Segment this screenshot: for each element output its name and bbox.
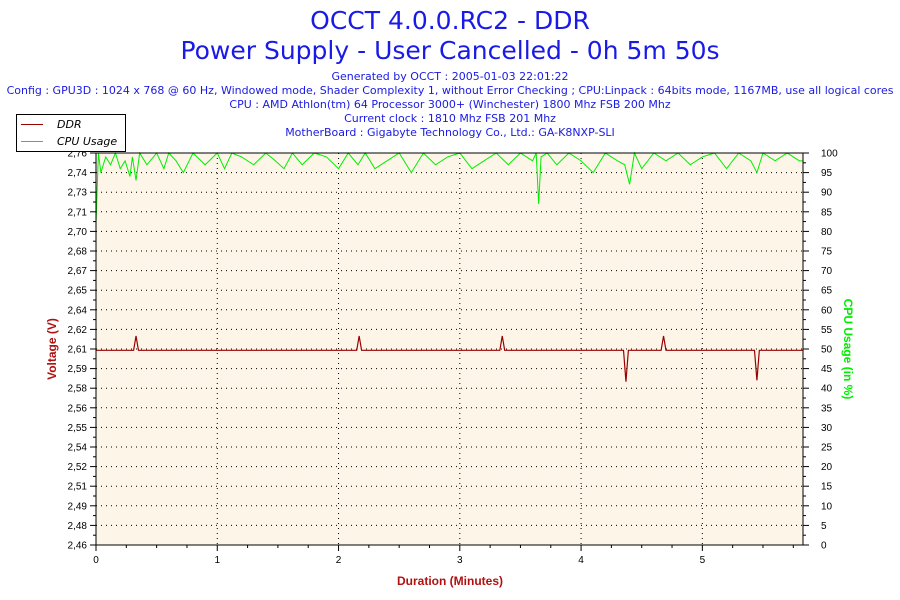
y2-tick-label: 5 [821,521,827,532]
x-tick-label: 5 [700,555,706,566]
y2-tick-label: 85 [821,207,833,218]
x-tick-label: 0 [93,555,99,566]
y-tick-label: 2,55 [68,423,88,434]
legend-swatch-cpu [21,140,43,142]
y-tick-label: 2,59 [68,364,88,375]
series-ddr-line [96,335,803,382]
info-generated: Generated by OCCT : 2005-01-03 22:01:22 [331,70,569,83]
y-tick-label: 2,52 [68,462,88,473]
y2-tick-label: 40 [821,384,833,395]
y2-tick-label: 55 [821,325,833,336]
legend-label-ddr: DDR [57,117,82,131]
y-tick-label: 2,56 [68,403,88,414]
x-tick-label: 3 [457,555,463,566]
plot-area [96,153,803,545]
series-cpu-usage-line [95,151,803,224]
y-tick-label: 2,76 [68,149,88,160]
x-tick-label: 1 [214,555,220,566]
y-tick-label: 2,54 [68,443,88,454]
y2-tick-label: 100 [821,149,838,160]
y-tick-label: 2,74 [68,168,88,179]
y-tick-label: 2,46 [68,541,88,552]
legend: DDR CPU Usage [16,114,126,152]
info-config: Config : GPU3D : 1024 x 768 @ 60 Hz, Win… [6,84,894,97]
y2-axis-label: CPU Usage (in %) [841,299,855,400]
y2-tick-label: 20 [821,462,833,473]
x-tick-label: 2 [336,555,342,566]
y2-tick-label: 90 [821,188,833,199]
y2-tick-label: 80 [821,227,833,238]
y2-tick-label: 15 [821,482,833,493]
y-tick-label: 2,58 [68,384,88,395]
info-clock: Current clock : 1810 Mhz FSB 201 Mhz [344,112,556,125]
legend-item-ddr: DDR [21,117,82,131]
y-tick-label: 2,73 [68,188,88,199]
y-tick-label: 2,49 [68,501,88,512]
y-tick-label: 2,48 [68,521,88,532]
info-cpu: CPU : AMD Athlon(tm) 64 Processor 3000+ … [229,98,671,111]
legend-item-cpu: CPU Usage [21,134,117,148]
y2-tick-label: 50 [821,345,833,356]
legend-swatch-ddr [21,123,43,125]
y2-tick-label: 35 [821,403,833,414]
y-tick-label: 2,68 [68,247,88,258]
y-tick-label: 2,65 [68,286,88,297]
y2-tick-label: 0 [821,541,827,552]
y-tick-label: 2,71 [68,207,88,218]
y2-tick-label: 45 [821,364,833,375]
y2-tick-label: 25 [821,443,833,454]
y-axis-label: Voltage (V) [45,318,59,380]
y2-tick-label: 65 [821,286,833,297]
y-tick-label: 2,67 [68,266,88,277]
chart-title: OCCT 4.0.0.RC2 - DDR [310,6,590,35]
y2-tick-label: 60 [821,305,833,316]
y-tick-label: 2,64 [68,305,88,316]
y2-tick-label: 95 [821,168,833,179]
chart-subtitle: Power Supply - User Cancelled - 0h 5m 50… [180,36,720,65]
y2-tick-label: 30 [821,423,833,434]
y-tick-label: 2,61 [68,345,88,356]
y-tick-label: 2,51 [68,482,88,493]
legend-label-cpu: CPU Usage [57,134,118,148]
info-motherboard: MotherBoard : Gigabyte Technology Co., L… [285,126,615,139]
y2-tick-label: 70 [821,266,833,277]
x-axis-label: Duration (Minutes) [397,574,503,588]
y2-tick-label: 75 [821,247,833,258]
y-tick-label: 2,62 [68,325,88,336]
x-tick-label: 4 [578,555,584,566]
y-tick-label: 2,70 [68,227,88,238]
y2-tick-label: 10 [821,501,833,512]
